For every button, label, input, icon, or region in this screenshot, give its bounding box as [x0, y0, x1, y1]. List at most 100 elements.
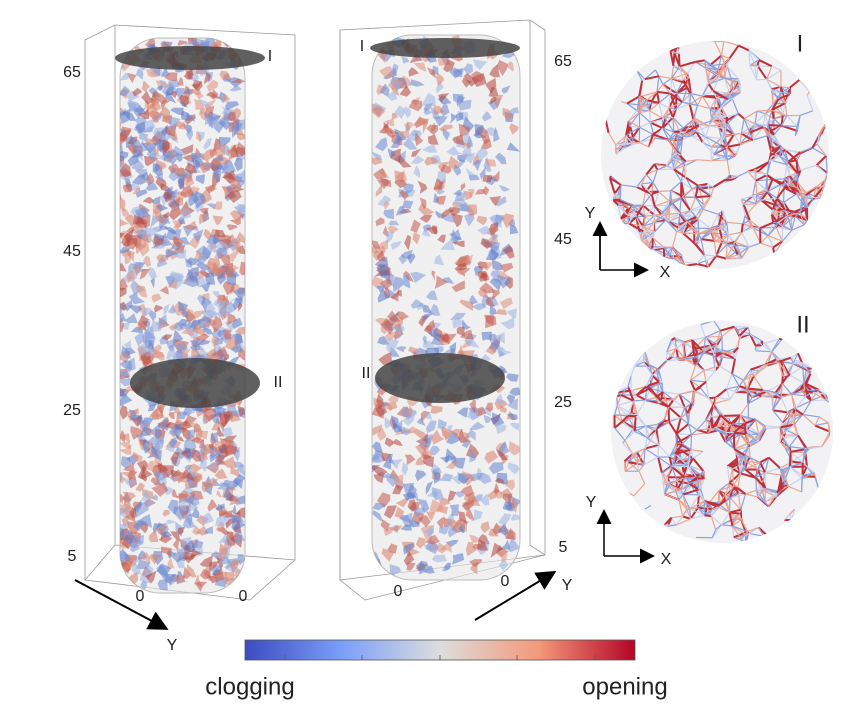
- texture-blob: [392, 276, 405, 293]
- texture-blob: [217, 329, 226, 338]
- texture-blob: [773, 115, 788, 120]
- texture-blob: [689, 494, 700, 510]
- texture-blob: [673, 168, 687, 179]
- texture-blob: [506, 142, 520, 152]
- texture-blob: [136, 68, 144, 80]
- texture-blob: [372, 465, 388, 476]
- texture-blob: [499, 297, 513, 310]
- texture-blob: [678, 448, 694, 460]
- texture-blob: [131, 158, 145, 172]
- texture-blob: [222, 171, 236, 181]
- texture-blob: [628, 492, 635, 497]
- texture-blob: [120, 129, 132, 143]
- texture-blob: [690, 514, 705, 520]
- texture-blob: [806, 445, 823, 450]
- texture-blob: [131, 562, 141, 575]
- texture-blob: [507, 538, 520, 553]
- texture-blob: [728, 44, 740, 60]
- texture-blob: [443, 58, 455, 73]
- texture-blob: [212, 346, 228, 359]
- texture-blob: [236, 141, 245, 156]
- texture-blob: [377, 426, 387, 441]
- texture-blob: [236, 231, 245, 244]
- texture-blob: [225, 268, 236, 279]
- texture-blob: [667, 399, 675, 408]
- texture-blob: [744, 461, 761, 470]
- texture-blob: [743, 110, 758, 120]
- texture-blob: [455, 112, 464, 122]
- texture-blob: [743, 203, 757, 206]
- texture-blob: [378, 127, 392, 134]
- texture-blob: [742, 204, 751, 221]
- texture-blob: [733, 134, 741, 145]
- texture-blob: [189, 338, 202, 349]
- texture-blob: [658, 102, 664, 119]
- texture-blob: [658, 190, 671, 193]
- texture-blob: [163, 303, 170, 317]
- texture-blob: [506, 373, 519, 382]
- texture-blob: [686, 221, 700, 235]
- texture-blob: [401, 512, 414, 528]
- texture-blob: [615, 145, 629, 155]
- texture-blob: [784, 93, 791, 104]
- texture-blob: [130, 136, 143, 150]
- texture-blob: [741, 220, 751, 233]
- texture-blob: [192, 525, 203, 536]
- texture-blob: [662, 77, 672, 85]
- texture-blob: [795, 193, 806, 208]
- texture-blob: [617, 205, 622, 219]
- texture-blob: [790, 451, 804, 464]
- texture-blob: [716, 92, 730, 99]
- texture-blob: [436, 72, 445, 87]
- texture-blob: [692, 119, 697, 132]
- texture-blob: [745, 446, 750, 462]
- texture-blob: [726, 388, 736, 393]
- texture-blob: [712, 112, 718, 117]
- texture-blob: [375, 404, 388, 417]
- texture-blob: [759, 235, 769, 244]
- texture-blob: [458, 517, 469, 533]
- texture-blob: [803, 368, 808, 383]
- texture-blob: [743, 194, 758, 206]
- texture-blob: [724, 226, 729, 236]
- texture-blob: [800, 147, 813, 153]
- texture-blob: [780, 397, 789, 413]
- texture-blob: [785, 416, 791, 431]
- texture-blob: [199, 452, 209, 460]
- texture-blob: [204, 297, 216, 312]
- texture-blob: [402, 183, 414, 195]
- texture-blob: [439, 124, 453, 132]
- texture-blob: [814, 416, 820, 426]
- texture-blob: [776, 197, 786, 211]
- texture-blob: [639, 133, 654, 144]
- texture-blob: [120, 301, 124, 315]
- texture-blob: [156, 404, 167, 416]
- texture-blob: [372, 509, 383, 522]
- texture-blob: [130, 426, 144, 440]
- texture-blob: [668, 131, 675, 141]
- texture-blob: [142, 439, 151, 454]
- texture-blob: [477, 539, 488, 551]
- texture-blob: [135, 482, 145, 492]
- texture-blob: [123, 478, 137, 486]
- texture-blob: [412, 507, 425, 518]
- texture-blob: [505, 61, 514, 72]
- texture-blob: [771, 102, 786, 112]
- texture-blob: [781, 124, 798, 132]
- texture-blob: [479, 166, 486, 180]
- texture-blob: [707, 69, 719, 82]
- texture-blob: [182, 516, 196, 529]
- texture-blob: [139, 268, 151, 280]
- texture-blob: [816, 135, 820, 145]
- texture-blob: [145, 570, 157, 584]
- texture-blob: [739, 133, 742, 145]
- texture-blob: [177, 40, 188, 46]
- texture-blob: [216, 556, 224, 569]
- texture-blob: [639, 126, 654, 135]
- texture-blob: [748, 50, 751, 66]
- texture-blob: [372, 502, 386, 511]
- texture-blob: [447, 490, 457, 502]
- texture-blob: [708, 77, 725, 85]
- texture-blob: [749, 63, 755, 66]
- texture-blob: [224, 101, 239, 111]
